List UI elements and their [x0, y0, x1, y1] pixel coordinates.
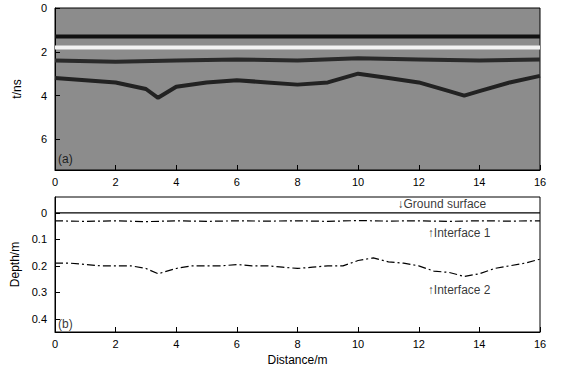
svg-text:6: 6	[41, 133, 47, 145]
svg-text:4: 4	[41, 90, 47, 102]
svg-text:Depth/m: Depth/m	[8, 242, 22, 287]
svg-text:6: 6	[234, 176, 240, 188]
svg-text:14: 14	[473, 176, 485, 188]
svg-text:2: 2	[41, 46, 47, 58]
svg-text:10: 10	[352, 176, 364, 188]
svg-text:8: 8	[294, 338, 300, 350]
svg-text:(a): (a)	[58, 152, 73, 166]
svg-text:2: 2	[113, 176, 119, 188]
svg-text:t/ns: t/ns	[10, 79, 24, 98]
svg-text:6: 6	[234, 338, 240, 350]
svg-text:0: 0	[41, 207, 47, 219]
svg-text:16: 16	[534, 176, 546, 188]
svg-text:0.1: 0.1	[32, 233, 47, 245]
svg-text:16: 16	[534, 338, 546, 350]
svg-text:4: 4	[173, 176, 179, 188]
svg-text:2: 2	[113, 338, 119, 350]
svg-text:10: 10	[352, 338, 364, 350]
svg-text:4: 4	[173, 338, 179, 350]
svg-text:14: 14	[473, 338, 485, 350]
svg-text:↑Interface 1: ↑Interface 1	[428, 226, 491, 240]
svg-text:↓Ground surface: ↓Ground surface	[398, 197, 487, 211]
svg-text:0: 0	[52, 338, 58, 350]
svg-text:12: 12	[413, 338, 425, 350]
svg-text:(b): (b)	[58, 317, 73, 331]
svg-text:0.4: 0.4	[32, 313, 47, 325]
svg-text:↑Interface 2: ↑Interface 2	[428, 283, 491, 297]
svg-text:0.3: 0.3	[32, 286, 47, 298]
svg-text:Distance/m: Distance/m	[267, 353, 327, 367]
svg-text:8: 8	[294, 176, 300, 188]
svg-text:0.2: 0.2	[32, 260, 47, 272]
svg-text:0: 0	[41, 2, 47, 14]
svg-text:12: 12	[413, 176, 425, 188]
svg-text:0: 0	[52, 176, 58, 188]
